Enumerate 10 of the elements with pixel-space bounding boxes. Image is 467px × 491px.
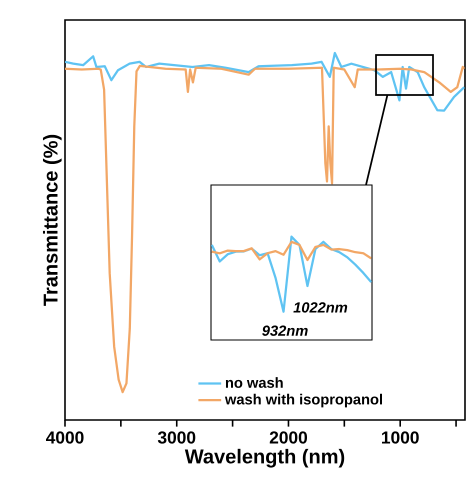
annotation: 932nm (262, 326, 308, 336)
y-axis-title: Transmittance (%) (42, 134, 62, 306)
x-axis-title: Wavelength (nm) (184, 448, 344, 468)
legend-label: wash with isopropanol (224, 394, 382, 408)
annotation: 1022nm (293, 302, 348, 313)
x-tick-label: 1000 (382, 431, 419, 444)
legend-label: no wash (226, 377, 283, 388)
x-tick-label: 4000 (46, 431, 84, 444)
x-tick-label: 3000 (158, 431, 196, 444)
x-tick-label: 2000 (270, 431, 308, 444)
